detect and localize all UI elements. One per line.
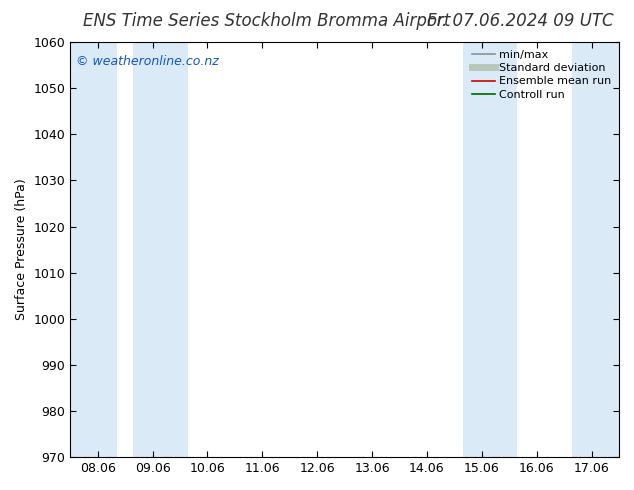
Text: ENS Time Series Stockholm Bromma Airport: ENS Time Series Stockholm Bromma Airport [82,12,450,30]
Bar [70,42,117,457]
Text: Fr. 07.06.2024 09 UTC: Fr. 07.06.2024 09 UTC [427,12,613,30]
Bar [573,42,619,457]
Bar [463,42,517,457]
Text: © weatheronline.co.nz: © weatheronline.co.nz [76,54,219,68]
Legend: min/max, Standard deviation, Ensemble mean run, Controll run: min/max, Standard deviation, Ensemble me… [468,46,616,104]
Bar [133,42,188,457]
Y-axis label: Surface Pressure (hPa): Surface Pressure (hPa) [15,179,28,320]
